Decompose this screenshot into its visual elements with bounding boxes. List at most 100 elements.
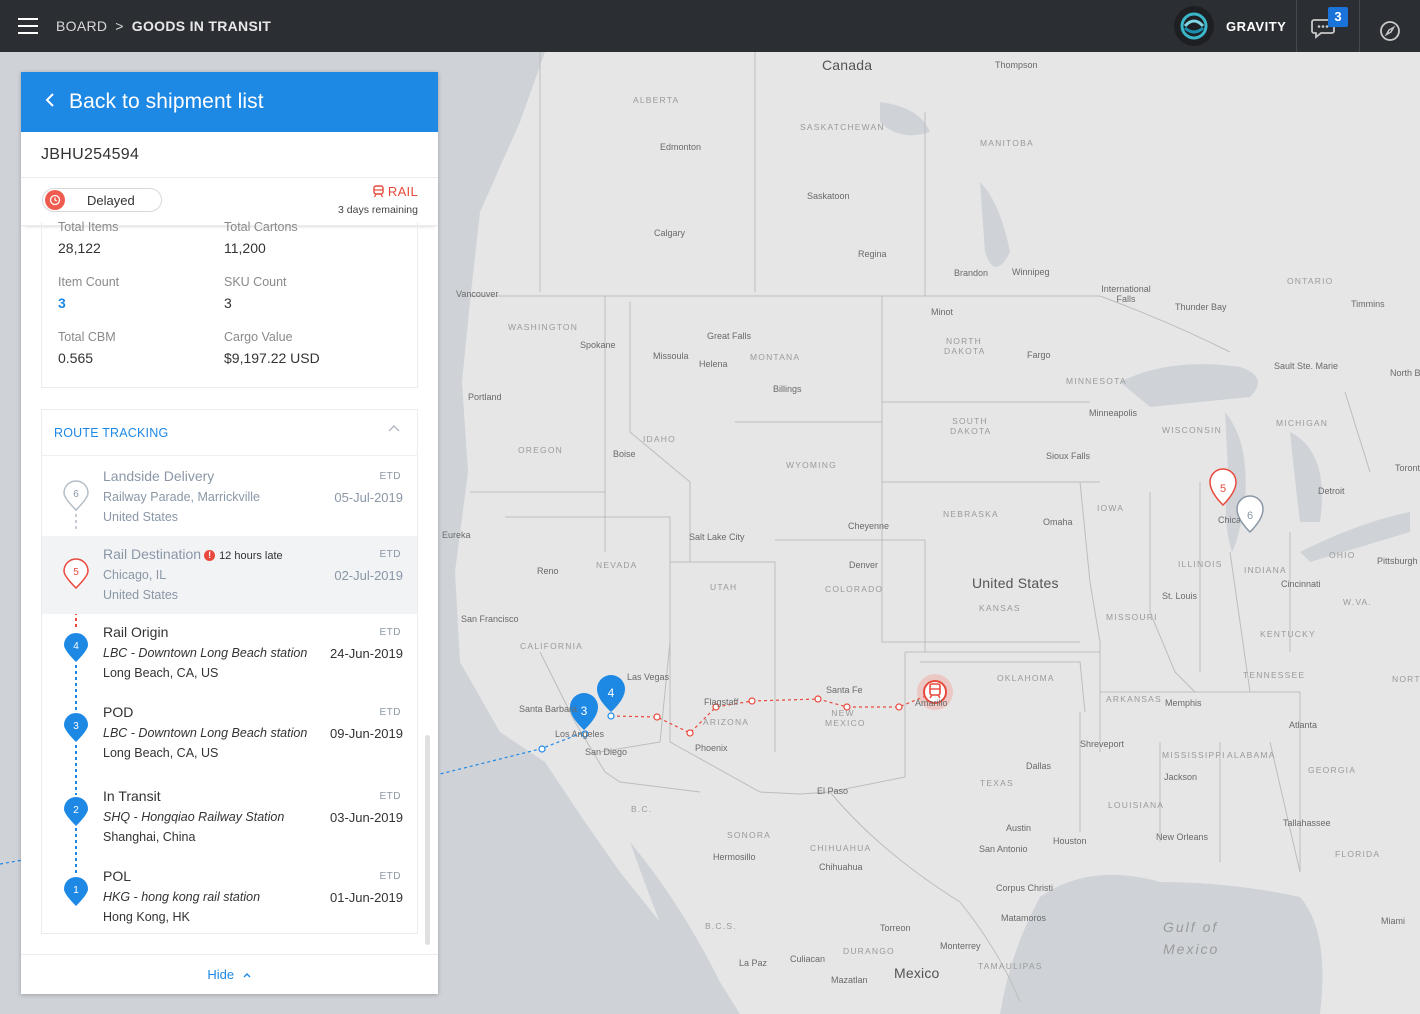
pin-icon: 1 (64, 877, 88, 906)
train-icon (373, 185, 384, 198)
map-label-city: Brandon (954, 268, 989, 278)
map-pin-6[interactable]: 6 (1236, 495, 1264, 534)
stop-name: POD (103, 704, 134, 720)
top-divider (1296, 0, 1297, 52)
breadcrumb-separator: > (115, 18, 124, 34)
breadcrumb-board[interactable]: BOARD (56, 18, 108, 34)
stat-label: Total Cartons (224, 220, 298, 234)
map-label-city: Billings (773, 384, 802, 394)
route-stop-3[interactable]: 3 POD LBC - Downtown Long Beach station … (42, 694, 417, 774)
clock-icon (45, 190, 65, 210)
svg-text:4: 4 (608, 686, 615, 700)
map-label-state: ALBERTA (633, 95, 680, 105)
map-label-water: Mexico (1163, 941, 1220, 957)
map-label-city: Houston (1053, 836, 1087, 846)
stop-name: Rail Destination! 12 hours late (103, 546, 283, 562)
stat-total-cartons: Total Cartons 11,200 (224, 220, 298, 256)
svg-text:6: 6 (1247, 510, 1253, 522)
map-label-state: IDAHO (643, 434, 676, 444)
stop-date: 09-Jun-2019 (330, 726, 403, 741)
map-label-state: FLORIDA (1335, 849, 1381, 859)
gravity-logo-icon (1174, 6, 1214, 46)
map-label-state: MONTANA (750, 352, 801, 362)
etd-label: ETD (379, 871, 401, 882)
map-label-state: UTAH (710, 582, 738, 592)
chevron-left-icon (45, 92, 55, 112)
map-label-city: Regina (858, 249, 887, 259)
shipment-detail-panel: Back to shipment list JBHU254594 Delayed… (21, 72, 438, 994)
menu-icon[interactable] (0, 0, 56, 52)
brand-name: GRAVITY (1226, 18, 1287, 34)
pin-icon: 4 (64, 633, 88, 662)
map-label-city: Minneapolis (1089, 408, 1138, 418)
back-to-shipment-list-button[interactable]: Back to shipment list (21, 72, 438, 132)
map-label-city: Portland (468, 392, 502, 402)
stat-value: 0.565 (58, 350, 94, 366)
route-stop-5[interactable]: 5 Rail Destination! 12 hours late Chicago… (42, 536, 417, 614)
pin-icon: 2 (64, 797, 88, 826)
map-label-city: Cincinnati (1281, 579, 1321, 589)
map-label-state: SASKATCHEWAN (800, 122, 885, 132)
map-label-state: ALABAMA (1227, 750, 1276, 760)
map-label-city: San Francisco (461, 614, 519, 624)
stat-item-count: Item Count 3 (58, 275, 119, 311)
mode-label: RAIL (387, 184, 418, 199)
map-label-state: TENNESSEE (1243, 670, 1306, 680)
map-label-state: ARKANSAS (1106, 694, 1162, 704)
map-label-country: Mexico (894, 965, 940, 981)
map-pin-5[interactable]: 5 (1209, 468, 1237, 507)
map-label-city: Reno (537, 566, 559, 576)
train-icon[interactable] (925, 681, 945, 703)
route-stop-6[interactable]: 6 Landside Delivery Railway Parade, Marr… (42, 458, 417, 538)
map-label-state: MISSOURI (1106, 612, 1158, 622)
map-label-city: Detroit (1318, 486, 1345, 496)
route-stop-4[interactable]: 4 Rail Origin LBC - Downtown Long Beach … (42, 614, 417, 694)
route-tracking-toggle[interactable]: ROUTE TRACKING (42, 410, 417, 456)
map-label-city: Chihuahua (819, 862, 863, 872)
map-label-city: Thunder Bay (1175, 302, 1227, 312)
stop-location: Railway Parade, Marrickville (103, 490, 260, 504)
map-label-city: Saskatoon (807, 191, 850, 201)
map-label-city: Amarillo (915, 698, 948, 708)
panel-scrollbar[interactable] (425, 735, 430, 945)
map-label-state: OKLAHOMA (997, 673, 1055, 683)
compass-icon[interactable] (1379, 20, 1401, 42)
stop-name: Landside Delivery (103, 468, 215, 484)
map-label-city: Chicago (1218, 515, 1240, 525)
map-label-city: Flagstaff (704, 697, 739, 707)
stop-country: Hong Kong, HK (103, 910, 190, 924)
top-bar: BOARD > GOODS IN TRANSIT GRAVITY 3 (0, 0, 1420, 52)
stat-label: Item Count (58, 275, 120, 289)
pin-number: 6 (73, 489, 79, 500)
item-count-link[interactable]: 3 (58, 295, 66, 311)
map-label-city: North Bay (1390, 368, 1420, 378)
top-divider (1359, 0, 1360, 52)
map-label-city: Hermosillo (713, 852, 756, 862)
map-pin-3[interactable]: 3 (570, 693, 598, 730)
stat-value: $9,197.22 USD (224, 350, 320, 366)
stat-label: Total Items (58, 220, 119, 234)
map-label-city: Minot (931, 307, 954, 317)
map-label-city: Corpus Christi (996, 883, 1054, 893)
route-stop-2[interactable]: 2 In Transit SHQ - Hongqiao Railway Stat… (42, 778, 417, 858)
chevron-up-icon (388, 425, 400, 432)
route-stop-1[interactable]: 1 POL HKG - hong kong rail station Hong … (42, 858, 417, 933)
hide-button[interactable]: Hide (21, 954, 438, 994)
map-pin-4[interactable]: 4 (597, 675, 625, 712)
stop-country: Long Beach, CA, US (103, 666, 219, 680)
map-label-state: KENTUCKY (1260, 629, 1316, 639)
map-label-city: Winnipeg (1012, 267, 1050, 277)
status-badge: Delayed (42, 188, 162, 212)
chevron-up-icon (243, 973, 251, 978)
stop-name-text: Rail Destination (103, 546, 202, 562)
map-label-state: COLORADO (825, 584, 884, 594)
stop-name: In Transit (103, 788, 161, 804)
map-label-city: Miami (1381, 916, 1405, 926)
map-label-city: International Falls (1101, 284, 1151, 304)
map-label-state: MISSISSIPPI (1162, 750, 1226, 760)
map-label-city: Helena (699, 359, 728, 369)
map-label-state: MANITOBA (980, 138, 1034, 148)
map-label-city: Phoenix (695, 743, 728, 753)
etd-label: ETD (379, 471, 401, 482)
map-label-water: Gulf of (1163, 919, 1219, 935)
